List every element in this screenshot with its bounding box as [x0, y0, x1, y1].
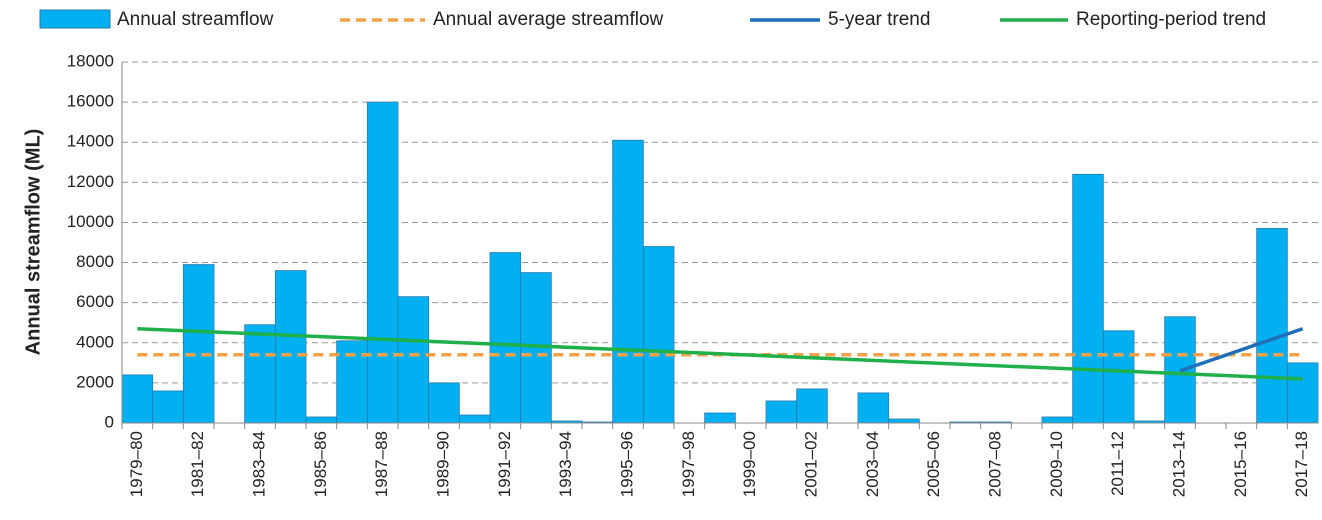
bar	[888, 418, 920, 424]
bar	[458, 414, 491, 424]
bar	[305, 416, 338, 424]
line	[1179, 327, 1304, 373]
x-tick-label: 2011–12	[1108, 431, 1127, 496]
y-tick-label: 14000	[67, 132, 114, 151]
legend: Annual streamflow Annual average streamfl…	[39, 9, 1266, 30]
bar	[366, 101, 399, 424]
bar	[428, 382, 460, 424]
line	[137, 326, 1303, 381]
bar	[244, 324, 276, 424]
bar	[612, 139, 644, 424]
x-tick-label: 1991–92	[495, 431, 514, 497]
y-tick-label: 12000	[67, 172, 114, 191]
legend-label: 5-year trend	[828, 9, 930, 30]
y-tick-label: 4000	[76, 332, 114, 351]
legend-label: Reporting-period trend	[1076, 9, 1266, 30]
x-tick-label: 1979–80	[127, 431, 146, 497]
bar	[274, 270, 307, 424]
bar	[1102, 330, 1135, 424]
x-tick-label: 1995–96	[617, 431, 636, 497]
y-tick-label: 8000	[76, 252, 114, 271]
y-tick-label: 0	[105, 412, 114, 431]
x-tick-label: 2017–18	[1292, 431, 1311, 497]
bar	[1256, 228, 1288, 424]
x-tick-label: 1985–86	[311, 431, 330, 497]
x-tick-label: 2009–10	[1047, 431, 1066, 497]
bar	[642, 246, 675, 424]
y-tick-label: 16000	[67, 92, 114, 111]
x-tick-label: 1989–90	[433, 431, 452, 497]
bar	[152, 390, 184, 424]
bar	[121, 374, 154, 424]
bar	[1072, 173, 1104, 424]
bar	[857, 392, 890, 424]
x-tick-label: 1987–88	[372, 431, 391, 497]
x-tick-label: 1983–84	[249, 431, 268, 497]
bar	[765, 400, 798, 424]
x-tick-label: 2015–16	[1231, 431, 1250, 497]
bar	[704, 412, 736, 424]
legend-label: Annual streamflow	[117, 9, 274, 30]
y-tick-label: 2000	[76, 372, 114, 391]
y-tick-label: 10000	[67, 212, 114, 231]
x-tick-label: 1997–98	[679, 431, 698, 497]
x-tick-label: 2005–06	[924, 431, 943, 497]
x-tick-label: 2003–04	[863, 431, 882, 497]
bar	[397, 296, 430, 424]
x-tick-label: 1993–94	[556, 431, 575, 497]
legend-swatch	[39, 9, 111, 29]
bar	[1041, 416, 1074, 424]
bar	[182, 264, 215, 424]
x-tick-label: 2001–02	[801, 431, 820, 497]
bar	[796, 388, 828, 424]
x-tick-label: 2007–08	[985, 431, 1004, 497]
x-tick-label: 1981–82	[188, 431, 207, 497]
bar	[489, 252, 522, 424]
y-axis-label: Annual streamflow (ML)	[22, 129, 44, 356]
legend-label: Annual average streamflow	[433, 9, 664, 30]
x-tick-label: 2013–14	[1169, 431, 1188, 497]
y-tick-label: 6000	[76, 292, 114, 311]
bar	[1286, 362, 1319, 424]
x-tick-label: 1999–00	[740, 431, 759, 497]
y-tick-label: 18000	[67, 51, 114, 70]
